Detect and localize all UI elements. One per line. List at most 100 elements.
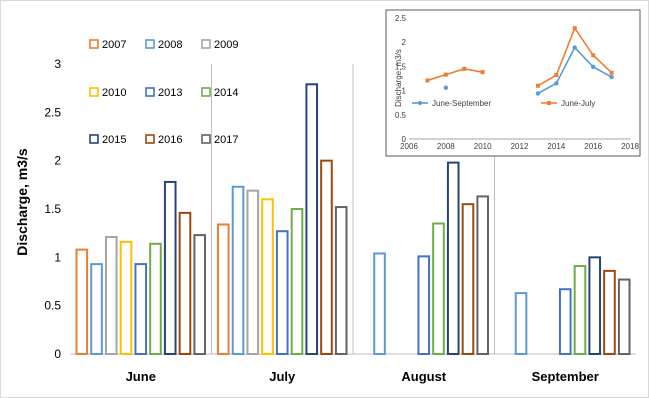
y-tick-label: 2: [54, 154, 61, 168]
bar-2010-June: [119, 240, 133, 355]
legend-swatch: [89, 39, 99, 49]
bar-2013-August: [417, 255, 431, 355]
main-bar-chart: 00.511.522.53 June July August September 20…: [14, 39, 636, 384]
y-tick-label: 0.5: [44, 299, 61, 313]
inset-point: [591, 53, 596, 58]
legend-label: 2013: [158, 87, 182, 99]
legend-item: 2017: [201, 134, 238, 146]
inset-point: [554, 73, 559, 78]
legend-item: 2010: [89, 87, 126, 99]
inset-series-line: [427, 67, 483, 82]
legend-item: 2009: [201, 39, 238, 51]
inset-legend-label: June-July: [561, 99, 595, 108]
category-label: September: [532, 369, 599, 384]
legend-item: 2015: [89, 134, 126, 146]
legend-label: 2010: [102, 87, 126, 99]
bar-2014-August: [432, 222, 445, 355]
bar-2013-July: [275, 230, 289, 356]
legend-label: 2007: [102, 39, 126, 51]
inset-point: [554, 81, 559, 86]
bar-2007-June: [75, 248, 89, 356]
inset-point: [535, 83, 540, 88]
inset-legend-marker: [418, 101, 422, 105]
y-axis-ticks: 0 0.5 1 1.5 2 2.5 3: [44, 57, 61, 361]
legend-swatch: [145, 87, 155, 97]
bar-2014-September: [573, 265, 587, 355]
inset-point: [609, 74, 614, 80]
inset-axes: 0 0.5 1 1.5 2 2.5 2006 2008 2010 2012 2014 2016 2018: [395, 14, 640, 151]
y-tick-label: 1.5: [44, 202, 61, 216]
category-label: July: [269, 369, 296, 384]
legend-label: 2009: [214, 39, 238, 51]
category-label: August: [401, 369, 446, 384]
bar-2017-July: [334, 206, 348, 355]
inset-y-axis-label: Discharge, m3/s: [394, 49, 403, 107]
legend-swatch: [201, 39, 211, 49]
inset-legend: June-September June-July: [412, 99, 595, 108]
inset-point: [535, 91, 541, 96]
inset-x-tick-label: 2006: [400, 142, 418, 151]
inset-x-tick-label: 2018: [621, 142, 639, 151]
legend-label: 2016: [158, 134, 182, 146]
bar-2008-June: [90, 263, 103, 356]
legend-label: 2014: [214, 87, 238, 99]
legend: 2007 2008 2009 2010 2013 2014 2015 2016 2017: [89, 39, 238, 146]
inset-series-June-September: [443, 45, 614, 96]
bar-2013-September: [558, 288, 572, 356]
category-label: June: [126, 369, 156, 384]
bar-2017-September: [617, 278, 631, 356]
bar-2008-July: [231, 185, 245, 355]
inset-point: [572, 26, 577, 31]
legend-label: 2015: [102, 134, 126, 146]
bar-2017-August: [476, 195, 490, 355]
bar-2009-July: [246, 189, 260, 355]
legend-swatch: [145, 39, 155, 49]
inset-series-June-July: [425, 26, 614, 88]
inset-legend-item: June-July: [541, 99, 595, 108]
inset-y-tick-label: 2: [402, 38, 407, 47]
inset-y-tick-label: 0: [402, 135, 407, 144]
bar-2014-July: [290, 208, 304, 355]
inset-point: [443, 72, 448, 77]
legend-item: 2007: [89, 39, 126, 51]
bar-2014-June: [149, 242, 162, 355]
bar-2015-July: [305, 83, 319, 356]
bar-2016-August: [461, 203, 475, 355]
inset-point: [462, 66, 467, 71]
legend-item: 2014: [201, 87, 238, 99]
inset-x-tick-label: 2014: [547, 142, 565, 151]
inset-point: [443, 85, 449, 90]
legend-swatch: [89, 87, 99, 97]
bar-2016-July: [320, 159, 333, 355]
x-axis-categories: June July August September: [126, 369, 599, 384]
bar-2015-June: [163, 180, 177, 355]
inset-point: [480, 70, 485, 75]
bar-2015-September: [588, 256, 602, 356]
bar-2010-July: [261, 198, 274, 355]
bar-2016-September: [603, 269, 616, 355]
legend-item: 2013: [145, 87, 182, 99]
y-tick-label: 0: [54, 347, 61, 361]
bar-2009-June: [104, 236, 118, 356]
inset-legend-marker: [547, 101, 551, 105]
legend-swatch: [89, 134, 99, 144]
legend-swatch: [201, 134, 211, 144]
y-tick-label: 1: [54, 250, 61, 264]
inset-line-chart: 0 0.5 1 1.5 2 2.5 2006 2008 2010 2012 2014 2016 2018…: [385, 9, 641, 157]
inset-x-tick-label: 2010: [474, 142, 492, 151]
inset-legend-label: June-September: [432, 99, 491, 108]
inset-point: [590, 64, 596, 70]
inset-series: [425, 26, 614, 96]
bar-2017-June: [193, 234, 207, 356]
inset-legend-item: June-September: [412, 99, 491, 108]
bar-2008-September: [514, 292, 528, 356]
y-tick-label: 3: [54, 57, 61, 71]
bar-2008-August: [373, 252, 386, 355]
y-tick-label: 2.5: [44, 105, 61, 119]
inset-y-tick-label: 1: [402, 87, 407, 96]
legend-swatch: [145, 134, 155, 144]
bar-2013-June: [134, 263, 148, 356]
inset-x-tick-label: 2016: [584, 142, 602, 151]
inset-point: [572, 45, 577, 50]
